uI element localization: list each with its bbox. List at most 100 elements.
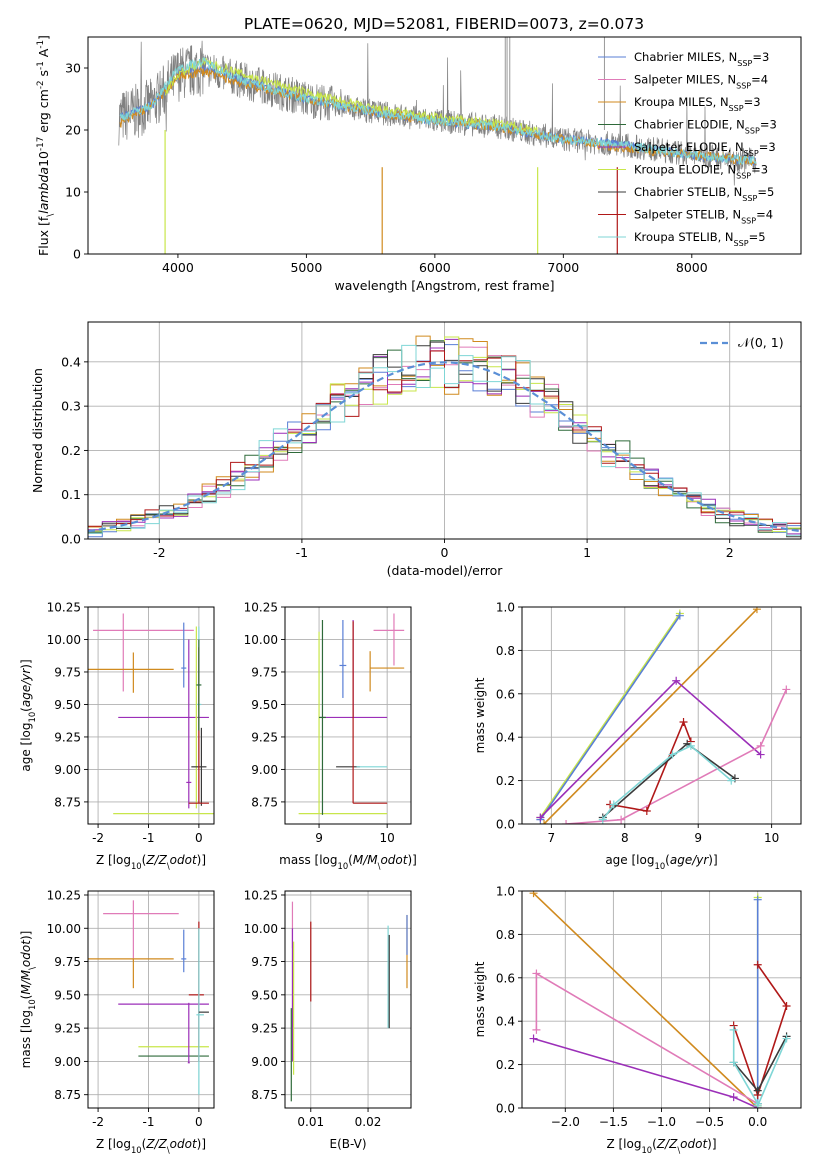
weight-marker	[679, 718, 688, 727]
y-tick-label: 8.75	[54, 1088, 81, 1102]
legend-entry: Salpeter STELIB, NSSP=4	[634, 208, 773, 226]
weight-marker	[598, 815, 607, 824]
figure-title: PLATE=0620, MJD=52081, FIBERID=0073, z=0…	[244, 15, 644, 33]
y-tick-label: 9.50	[251, 698, 278, 712]
weight-line	[602, 744, 732, 821]
x-tick-label: −1.5	[599, 1115, 628, 1129]
y-tick-label: 0.8	[496, 644, 515, 658]
legend-entry: Chabrier MILES, NSSP=3	[634, 50, 769, 68]
residual-panel: -2 -1 0 1 2 0.0 0.1 0.2 0.3 0.4 (data-model)/error…	[30, 321, 802, 578]
x-tick-label: 9	[315, 831, 323, 845]
mass-vs-z-panel: -2 -1 0 8.75 9.00 9.25 9.50 9.75 10.00 10.25 Z [lo…	[19, 888, 215, 1155]
y-axis-label: mass weight	[473, 961, 487, 1037]
x-tick-label: −2.0	[551, 1115, 580, 1129]
y-tick-label: 0.2	[61, 443, 81, 458]
axes-frame	[521, 606, 802, 825]
x-tick-label: −0.5	[695, 1115, 724, 1129]
y-axis-label: Flux [f\lambda10-17 erg cm-2 s-1 A-1]	[36, 35, 56, 256]
x-axis-label: mass [log10(M/M\odot)]	[279, 853, 417, 871]
x-tick-label: 10	[764, 831, 779, 845]
weight-vs-age-panel: 7 8 9 10 0.0 0.2 0.4 0.6 0.8 1.0 age [log10(age/yr…	[473, 601, 802, 871]
y-tick-label: 1.0	[496, 601, 515, 615]
y-tick-label: 9.50	[251, 988, 278, 1002]
y-tick-label: 0.6	[496, 687, 515, 701]
gaussian-curve	[88, 361, 801, 533]
weight-marker	[642, 806, 651, 815]
x-tick-label: −1.0	[647, 1115, 676, 1129]
x-axis-label: age [log10(age/yr)]	[605, 853, 717, 871]
y-tick-label: 9.00	[54, 763, 81, 777]
y-axis-label: Normed distribution	[30, 368, 45, 493]
y-tick-label: 10.00	[244, 922, 278, 936]
weight-marker	[668, 750, 677, 759]
age-vs-mass-panel: 9 10 8.75 9.00 9.25 9.50 9.75 10.00 10.25 mass [l…	[244, 601, 417, 872]
x-tick-label: 0	[195, 1115, 203, 1129]
weight-line	[566, 689, 788, 824]
x-tick-label: 0	[441, 545, 449, 560]
weight-marker	[727, 776, 736, 785]
axes-frame	[87, 890, 215, 1109]
x-tick-label: 8	[621, 831, 629, 845]
weight-marker	[729, 1025, 738, 1034]
y-tick-label: 1.0	[496, 885, 515, 899]
weight-marker	[529, 891, 538, 898]
weight-marker	[532, 1025, 541, 1034]
y-tick-label: 0.8	[496, 928, 515, 942]
axes-frame	[87, 606, 215, 825]
y-tick-label: 20	[65, 123, 81, 138]
weight-line	[539, 679, 762, 819]
weight-marker	[540, 820, 549, 824]
weight-marker	[753, 1086, 762, 1095]
y-tick-label: 0.0	[496, 818, 515, 832]
age-vs-z-panel: -2 -1 0 8.75 9.00 9.25 9.50 9.75 10.00 10.25 Z [lo…	[19, 601, 215, 871]
x-axis-label: Z [log10(Z/Z\odot)]	[606, 1137, 716, 1155]
weight-line	[539, 613, 681, 818]
x-tick-label: 0.0	[748, 1115, 767, 1129]
weight-line	[532, 892, 759, 1108]
weight-marker	[753, 960, 762, 969]
y-tick-label: 9.75	[54, 665, 81, 679]
y-tick-label: 0.4	[496, 731, 515, 745]
y-tick-label: 30	[65, 61, 81, 76]
x-axis-label: Z [log10(Z/Z\odot)]	[96, 853, 206, 871]
weight-marker	[729, 1058, 738, 1067]
weight-line	[533, 1037, 759, 1108]
x-tick-label: 0.01	[297, 1115, 324, 1129]
weight-line	[543, 608, 758, 824]
y-tick-label: 9.00	[251, 1055, 278, 1069]
x-tick-label: 0	[195, 831, 203, 845]
weight-marker	[609, 800, 618, 809]
x-tick-label: 9	[694, 831, 702, 845]
y-tick-label: 10	[65, 185, 81, 200]
weight-line	[733, 1036, 788, 1093]
model-spectrum-line	[119, 56, 757, 166]
x-tick-label: 1	[583, 545, 591, 560]
y-tick-label: 10.25	[47, 888, 81, 902]
weight-vs-z-panel: −2.0 −1.5 −1.0 −0.5 0.0 0.0 0.2 0.4 0.6 0.8 1.0 Z […	[473, 885, 802, 1155]
weight-marker	[532, 969, 541, 978]
weight-line	[539, 615, 681, 821]
x-tick-label: 6000	[419, 260, 451, 275]
legend-entry: Kroupa STELIB, NSSP=5	[634, 230, 766, 248]
y-tick-label: 9.00	[54, 1055, 81, 1069]
x-tick-label: -1	[296, 545, 308, 560]
y-tick-label: 0.2	[496, 1058, 515, 1072]
legend-entry: Salpeter ELODIE, NSSP=3	[634, 140, 776, 158]
axes-frame	[284, 606, 412, 825]
weight-marker	[686, 741, 695, 750]
y-axis-label: mass [log10(M/M\odot)]	[19, 931, 37, 1069]
y-tick-label: 9.75	[54, 955, 81, 969]
weight-marker	[729, 1093, 738, 1102]
x-axis-label: E(B-V)	[329, 1137, 366, 1151]
y-axis-label: mass weight	[473, 677, 487, 753]
weight-marker	[562, 820, 571, 824]
spectrum-panel: 4000 5000 6000 7000 8000 0 10 20 30 wavelength [A…	[36, 35, 802, 293]
y-tick-label: 9.25	[54, 1022, 81, 1036]
weight-line	[609, 719, 692, 812]
weight-line	[535, 972, 759, 1105]
x-tick-label: 2	[726, 545, 734, 560]
x-axis-label: Z [log10(Z/Z\odot)]	[96, 1137, 206, 1155]
weight-marker	[752, 607, 761, 614]
x-tick-label: 0.02	[355, 1115, 382, 1129]
weight-marker	[529, 1034, 538, 1043]
